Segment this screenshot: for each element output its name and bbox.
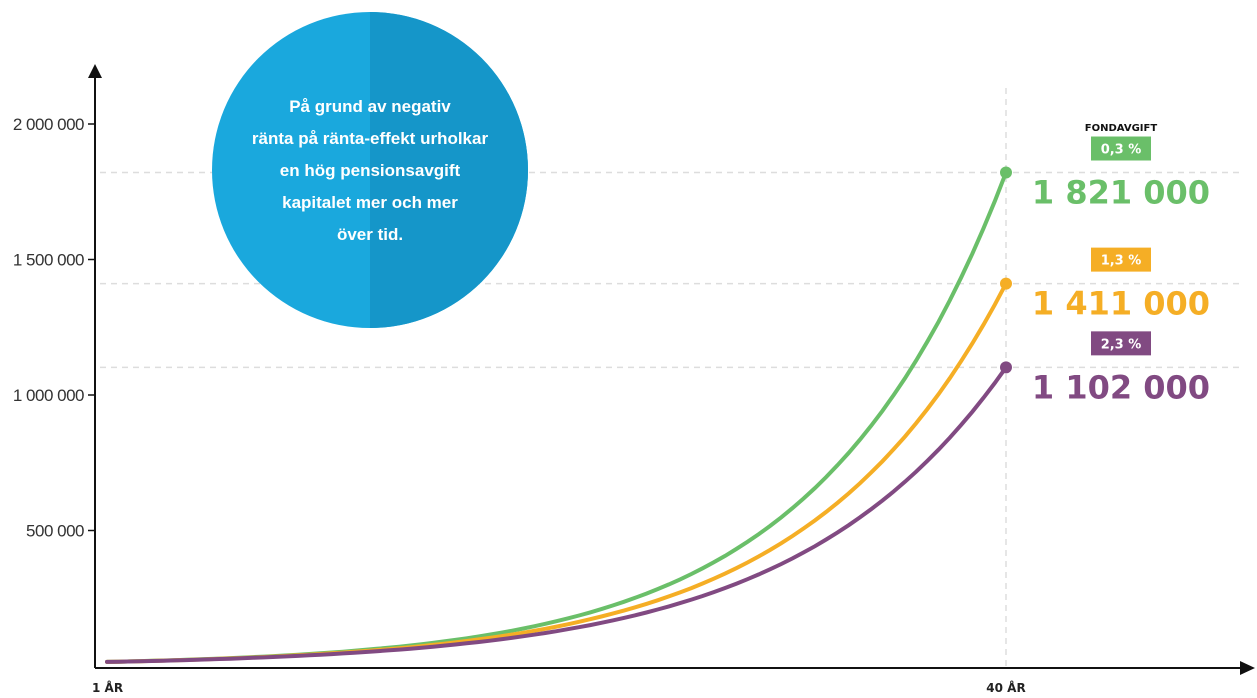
callout-line: över tid.: [337, 225, 403, 244]
fee-label: 1,3 %: [1101, 254, 1142, 269]
y-tick-label: 500 000: [26, 522, 84, 541]
callout-line: kapitalet mer och mer: [282, 193, 458, 212]
series-group: [105, 166, 1012, 664]
callout-line: en hög pensionsavgift: [280, 161, 461, 180]
series-line: [105, 281, 1008, 664]
fee-badge: [1091, 331, 1151, 356]
y-tick-label: 1 000 000: [13, 386, 84, 405]
axes: [88, 64, 1255, 675]
series-end-point: [1000, 277, 1012, 290]
fee-label: 2,3 %: [1101, 337, 1142, 352]
series-line: [105, 365, 1008, 664]
x-axis-arrow-icon: [1240, 661, 1255, 675]
x-tick-label-start: 1 ÅR: [92, 680, 123, 695]
fee-badge: [1091, 136, 1151, 161]
x-tick-labels: 1 ÅR 40 ÅR: [92, 680, 1026, 695]
callout-line: På grund av negativ: [289, 97, 451, 116]
end-value-label: 1 102 000: [1032, 368, 1210, 406]
y-tick-label: 2 000 000: [13, 115, 84, 134]
end-value-label: 1 411 000: [1032, 285, 1210, 323]
legend: FONDAVGIFT 0,3 % 1 821 000 1,3 % 1 411 000 2,…: [1032, 123, 1210, 406]
series-end-point: [1000, 361, 1012, 374]
x-tick-label-end: 40 ÅR: [986, 680, 1025, 695]
legend-title: FONDAVGIFT: [1085, 123, 1158, 134]
fee-label: 0,3 %: [1101, 143, 1142, 158]
y-tick-label: 1 500 000: [13, 251, 84, 270]
y-tick-labels: 500 000 1 000 000 1 500 000 2 000 000: [13, 115, 95, 541]
callout-line: ränta på ränta-effekt urholkar: [252, 129, 489, 148]
end-value-label: 1 821 000: [1032, 174, 1210, 212]
fee-badge: [1091, 247, 1151, 272]
y-axis-arrow-icon: [88, 64, 102, 78]
series-end-point: [1000, 166, 1012, 179]
annotation-callout: På grund av negativ ränta på ränta-effekt…: [212, 12, 528, 328]
